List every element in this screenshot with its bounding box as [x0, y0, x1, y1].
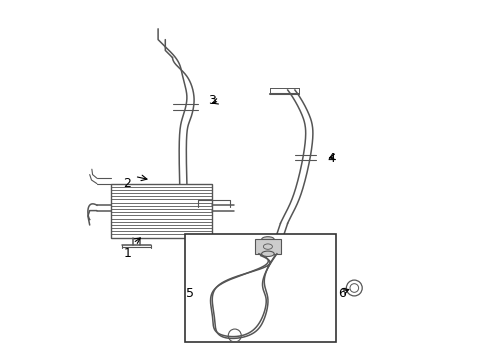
- Text: 5: 5: [186, 287, 194, 300]
- Text: 3: 3: [208, 94, 216, 107]
- Text: 1: 1: [123, 247, 131, 260]
- Text: 4: 4: [326, 152, 334, 165]
- Text: 6: 6: [337, 287, 345, 300]
- Ellipse shape: [261, 251, 274, 257]
- Bar: [255, 239, 280, 254]
- Bar: [185, 234, 336, 342]
- Text: 2: 2: [123, 177, 131, 190]
- Ellipse shape: [261, 237, 274, 242]
